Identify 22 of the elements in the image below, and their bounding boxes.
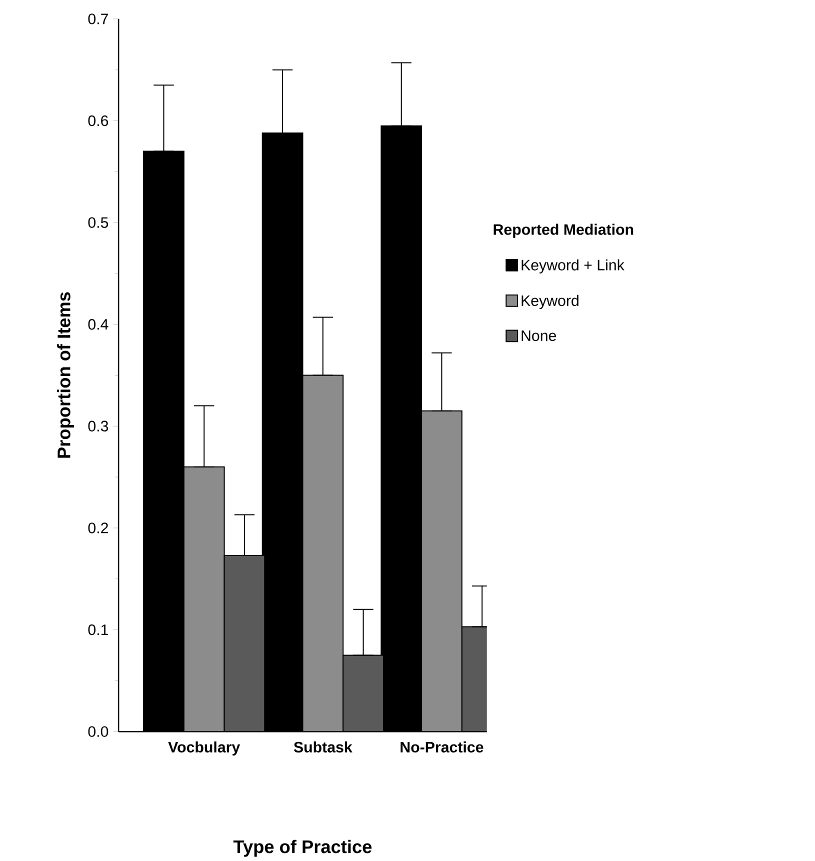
y-tick-label: 0.7: [88, 14, 108, 24]
y-tick-label: 0.6: [88, 115, 108, 126]
y-tick-label: 0.5: [88, 217, 108, 228]
legend-title: Reported Mediation: [494, 224, 634, 238]
x-axis-title: Type of Practice: [234, 840, 372, 857]
x-tick-label: Subtask: [294, 741, 353, 753]
y-tick-label: 0.4: [88, 319, 109, 330]
y-tick-label: 0.3: [88, 420, 108, 432]
legend-label: Keyword: [522, 294, 579, 310]
legend-label: None: [522, 330, 556, 342]
bar: [342, 654, 384, 732]
y-tick-label: 0.0: [88, 726, 108, 737]
x-tick-label: Vocbulary: [168, 741, 240, 756]
y-tick-label: 0.2: [88, 522, 108, 534]
y-axis-title: Proportion of Items: [57, 292, 74, 458]
bar: [184, 466, 226, 732]
bar: [302, 374, 344, 732]
bar: [224, 554, 266, 732]
y-tick-label: 0.1: [88, 624, 108, 636]
legend-label: Keyword + Link: [522, 259, 625, 274]
x-tick-label: No-Practice: [400, 741, 484, 753]
bar: [421, 410, 463, 732]
